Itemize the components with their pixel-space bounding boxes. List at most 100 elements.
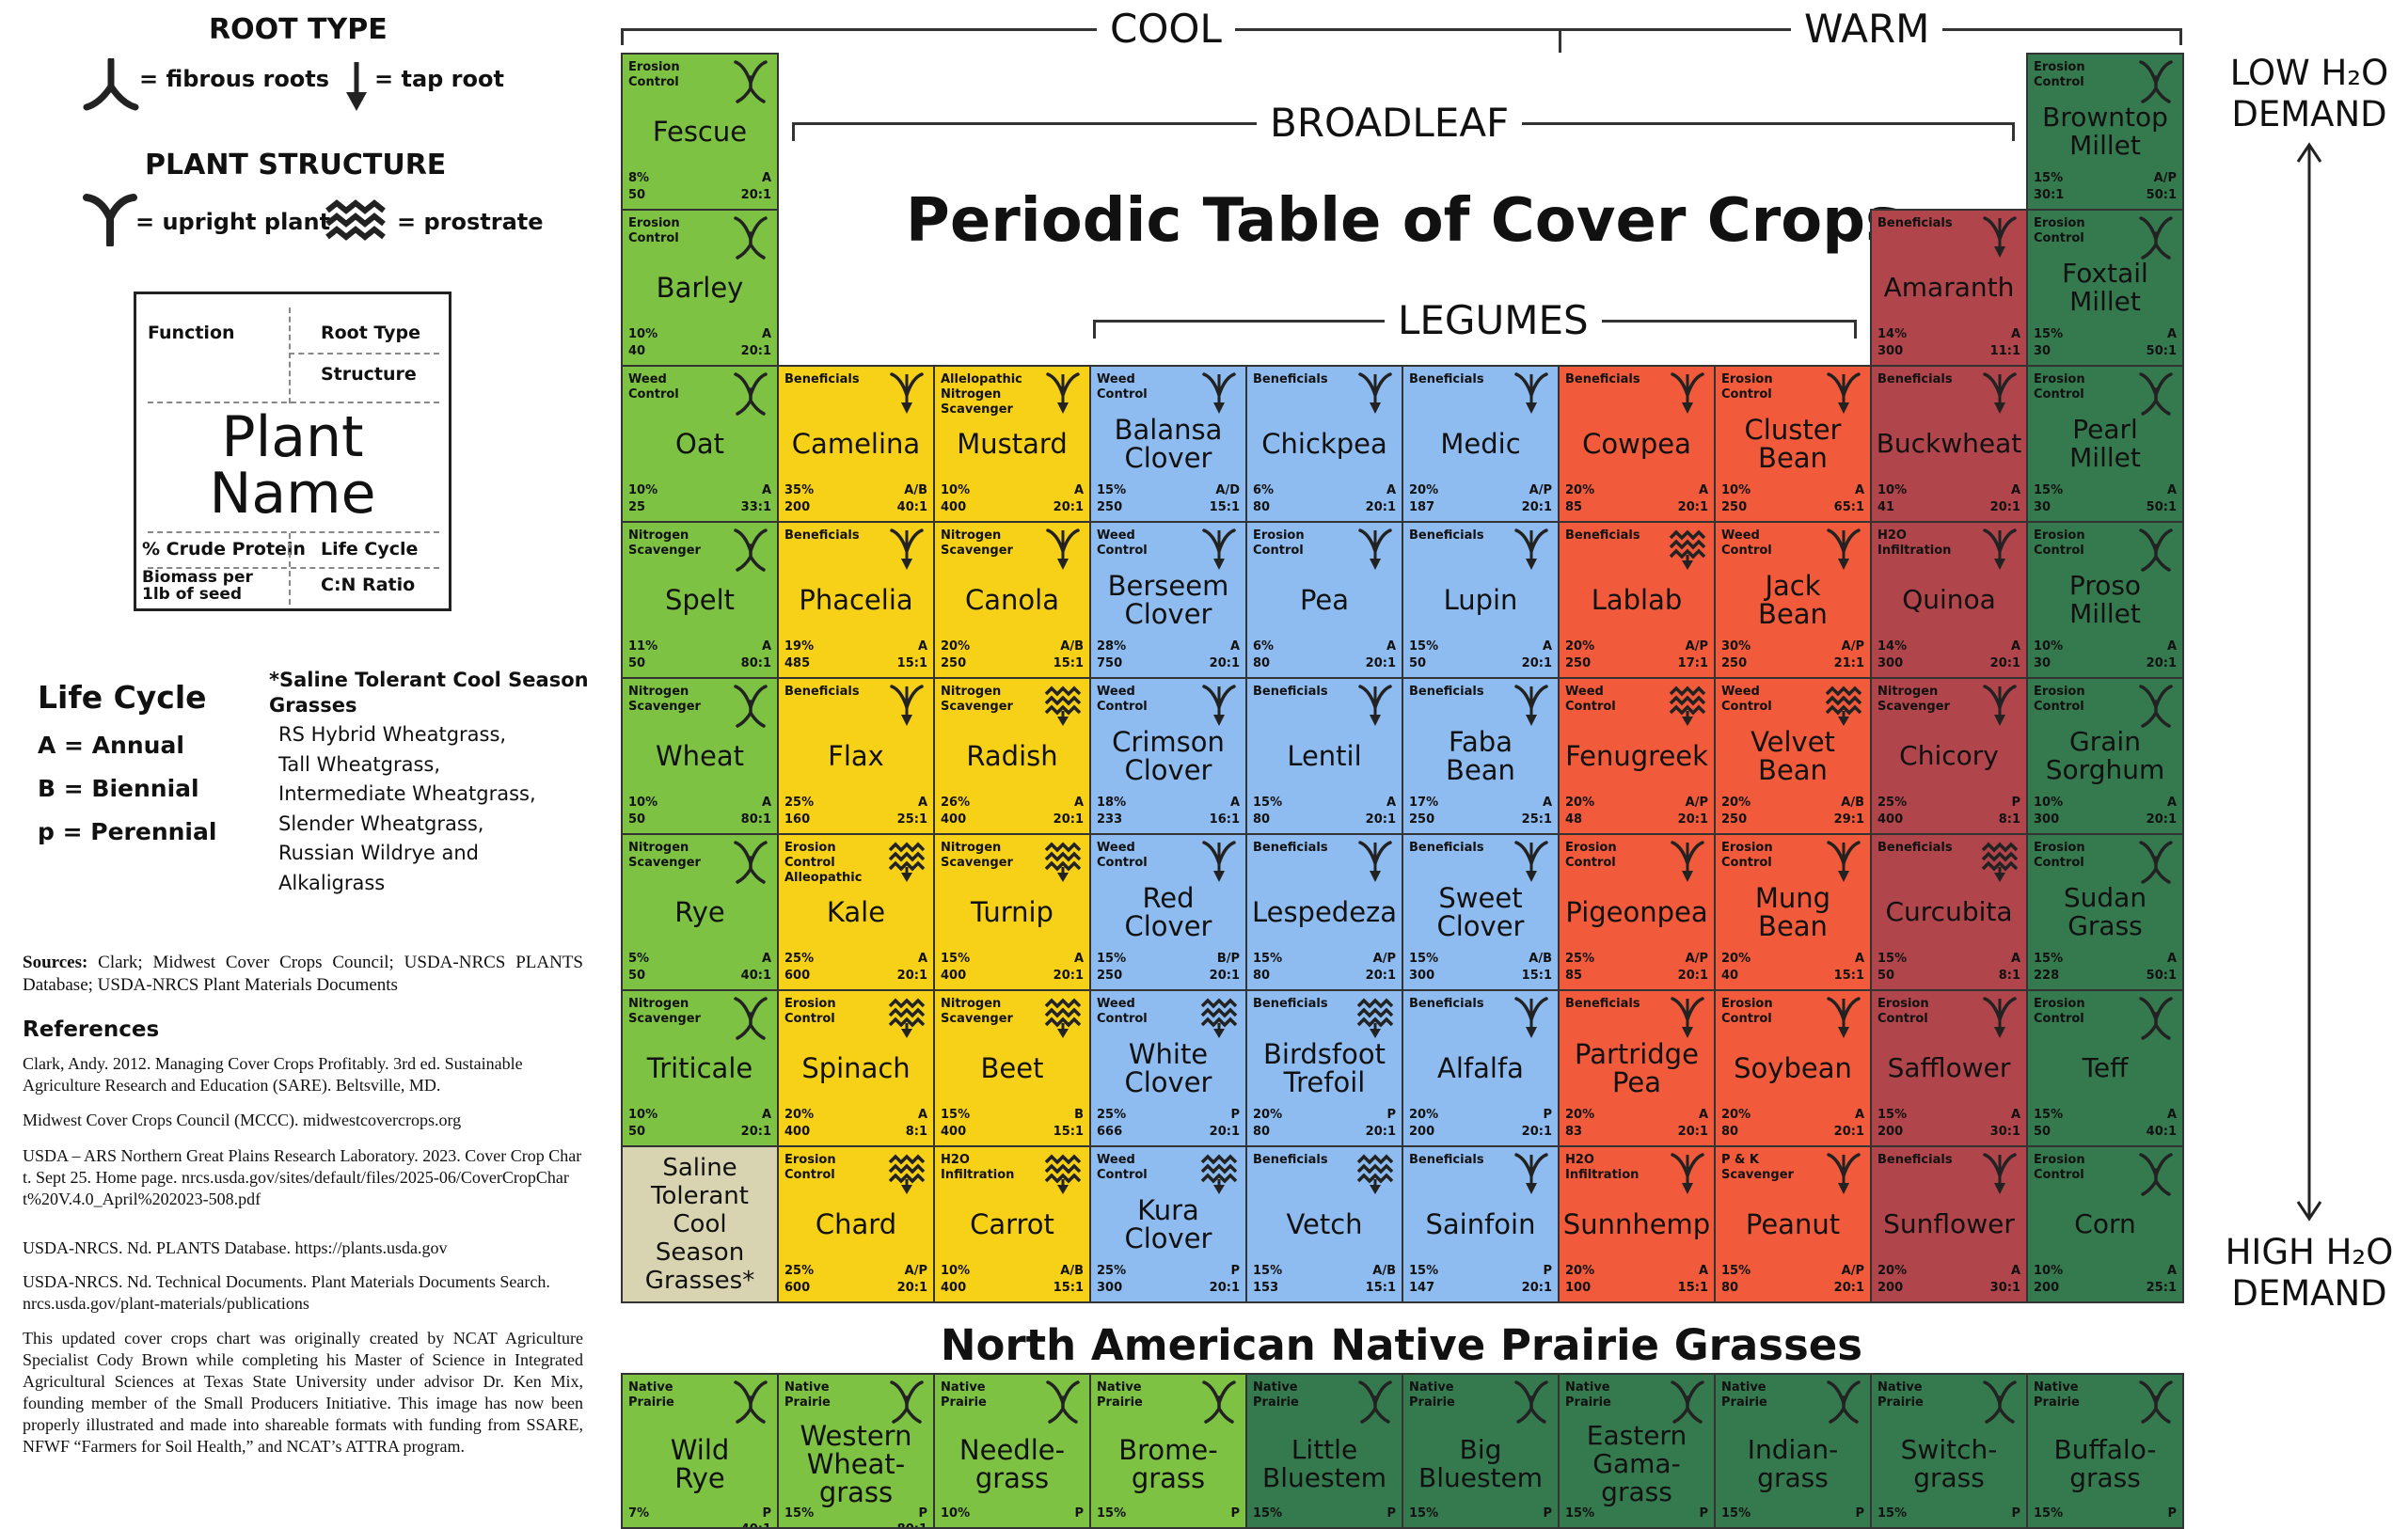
tap-root-prostrate-icon — [1044, 842, 1082, 882]
grass-name: Little Bluestem — [1261, 1434, 1387, 1493]
cn-ratio: 20:1 — [1521, 656, 1552, 670]
cool-label: COOL — [1097, 9, 1235, 49]
crop-cell: Nitrogen Scavenger Chicory 25% 400 P 8:1 — [1870, 677, 2028, 835]
crop-cell: Erosion Control Foxtail Millet 15% 30 A 50:1 — [2026, 209, 2184, 367]
crop-cell: Erosion Control Pigeonpea 25% 85 A/P 20:1 — [1558, 833, 1716, 991]
crop-function: Beneficials — [1877, 216, 1953, 230]
crude-protein: 20% — [1409, 483, 1439, 497]
biomass: 83 — [1565, 1125, 1583, 1139]
tap-root-prostrate-icon — [1825, 686, 1862, 726]
crop-function: Nitrogen Scavenger — [941, 685, 1013, 714]
crop-function: Beneficials — [1253, 372, 1328, 386]
tap-root-prostrate-icon — [1200, 1154, 1238, 1194]
tap-root-upright-icon — [1514, 997, 1548, 1038]
crude-protein: 20% — [1565, 1264, 1595, 1278]
crop-name: Sudan Grass — [2063, 882, 2147, 941]
fibrous-root-upright-icon — [2139, 997, 2173, 1040]
cn-ratio: 25:1 — [1521, 812, 1552, 827]
tap-root-upright-icon — [1514, 372, 1548, 414]
cn-ratio: 40:1 — [740, 969, 771, 983]
plant-structure-title: PLANT STRUCTURE — [145, 149, 447, 181]
warm-label: WARM — [1791, 9, 1943, 49]
tap-root-prostrate-icon — [888, 842, 926, 882]
prostrate-icon — [325, 199, 386, 241]
life-cycle: A — [1073, 952, 1084, 966]
life-cycle: P — [1230, 1264, 1240, 1278]
cn-ratio: 20:1 — [740, 344, 771, 358]
tap-root-upright-icon — [1827, 997, 1861, 1038]
tap-root-prostrate-icon — [888, 1154, 926, 1194]
bracket-tick — [792, 122, 795, 141]
crop-cell: Erosion Control Chard 25% 600 A/P 20:1 — [777, 1145, 935, 1303]
crop-function: Weed Control — [1097, 1153, 1148, 1182]
crop-cell: Weed Control Velvet Bean 20% 250 A/B 29:1 — [1714, 677, 1872, 835]
key-root-type: Root Type — [321, 323, 421, 343]
crop-name: Medic — [1440, 428, 1521, 460]
crop-name: Pea — [1299, 584, 1350, 616]
crop-cell: Weed Control Oat 10% 25 A 33:1 — [621, 365, 779, 523]
cn-ratio: 20:1 — [1989, 500, 2020, 514]
reference-5: USDA-NRCS. Nd. Technical Documents. Plan… — [23, 1272, 550, 1313]
fibrous-root-upright-icon — [2139, 372, 2173, 416]
biomass: 250 — [1721, 812, 1748, 827]
tap-root-upright-icon — [1671, 1153, 1704, 1194]
crop-name: Fescue — [652, 116, 748, 148]
crop-cell: Weed Control White Clover 25% 666 P 20:1 — [1089, 989, 1247, 1147]
crop-function: Beneficials — [1253, 997, 1328, 1011]
life-cycle: A/P — [1685, 639, 1708, 654]
crop-name: Pearl Millet — [2069, 414, 2141, 473]
fibrous-root-upright-icon — [2139, 1380, 2173, 1424]
crop-name: Browntop Millet — [2042, 102, 2168, 161]
crop-function: Weed Control — [1097, 997, 1148, 1026]
crop-function: H2O Infiltration — [1565, 1153, 1640, 1182]
biomass: 40 — [628, 344, 646, 358]
crop-cell: Erosion Control Barley 10% 40 A 20:1 — [621, 209, 779, 367]
crop-name: Chicory — [1899, 740, 1999, 771]
fibrous-root-upright-icon — [734, 841, 768, 884]
grass-name: Indian- grass — [1747, 1434, 1839, 1493]
crop-cell: Erosion Control Teff 15% 50 A 40:1 — [2026, 989, 2184, 1147]
crop-cell: Erosion Control Pearl Millet 15% 30 A 50:1 — [2026, 365, 2184, 523]
fibrous-root-upright-icon — [1202, 1380, 1236, 1424]
biomass: 50 — [1409, 656, 1427, 670]
cn-ratio: 20:1 — [1521, 1281, 1552, 1295]
crude-protein: 15% — [1409, 1264, 1439, 1278]
crop-name: Partridge Pea — [1575, 1038, 1699, 1098]
key-function: Function — [148, 323, 235, 343]
tap-root-upright-icon — [1046, 528, 1080, 570]
crude-protein: 35% — [784, 483, 815, 497]
crude-protein: 20% — [784, 1108, 815, 1122]
crop-cell: Beneficials Sweet Clover 15% 300 A/B 15:1 — [1402, 833, 1560, 991]
cn-ratio: 16:1 — [1209, 812, 1240, 827]
fibrous-root-upright-icon — [734, 216, 768, 260]
fibrous-root-upright-icon — [2139, 685, 2173, 728]
crop-name: Lespedeza — [1251, 896, 1398, 928]
crude-protein: 20% — [1565, 1108, 1595, 1122]
crop-function: Weed Control — [1097, 372, 1148, 402]
crop-cell: Erosion Control Alleopathic Kale 25% 600 A 20… — [777, 833, 935, 991]
cn-ratio: 20:1 — [1677, 812, 1708, 827]
crude-protein: 15% — [1565, 1506, 1595, 1521]
biomass: 80 — [1253, 969, 1271, 983]
crude-protein: 10% — [2034, 796, 2064, 810]
crop-cell: Beneficials Amaranth 14% 300 A 11:1 — [1870, 209, 2028, 367]
crop-function: Weed Control — [628, 372, 679, 402]
cn-ratio: 20:1 — [1365, 812, 1396, 827]
biomass: 50 — [628, 1125, 646, 1139]
tap-root-prostrate-icon — [1200, 998, 1238, 1038]
crop-function: Beneficials — [1409, 372, 1484, 386]
crop-cell: Beneficials Lablab 20% 250 A/P 17:1 — [1558, 521, 1716, 679]
crop-name: Chard — [815, 1208, 897, 1240]
cn-ratio: 20:1 — [1833, 1281, 1864, 1295]
biomass: 400 — [941, 1281, 967, 1295]
key-divider — [148, 402, 439, 403]
crop-cell: Erosion Control Fescue 8% 50 A 20:1 — [621, 53, 779, 211]
life-cycle: A — [761, 1108, 771, 1122]
crop-cell: Nitrogen Scavenger Radish 26% 400 A 20:1 — [933, 677, 1091, 835]
crude-protein: 10% — [941, 1506, 971, 1521]
life-cycle: A — [2166, 796, 2177, 810]
crop-name: Crimson Clover — [1112, 726, 1225, 786]
cn-ratio: 30:1 — [1989, 1125, 2020, 1139]
key-divider — [289, 307, 291, 403]
grass-function: Native Prairie — [941, 1380, 987, 1410]
